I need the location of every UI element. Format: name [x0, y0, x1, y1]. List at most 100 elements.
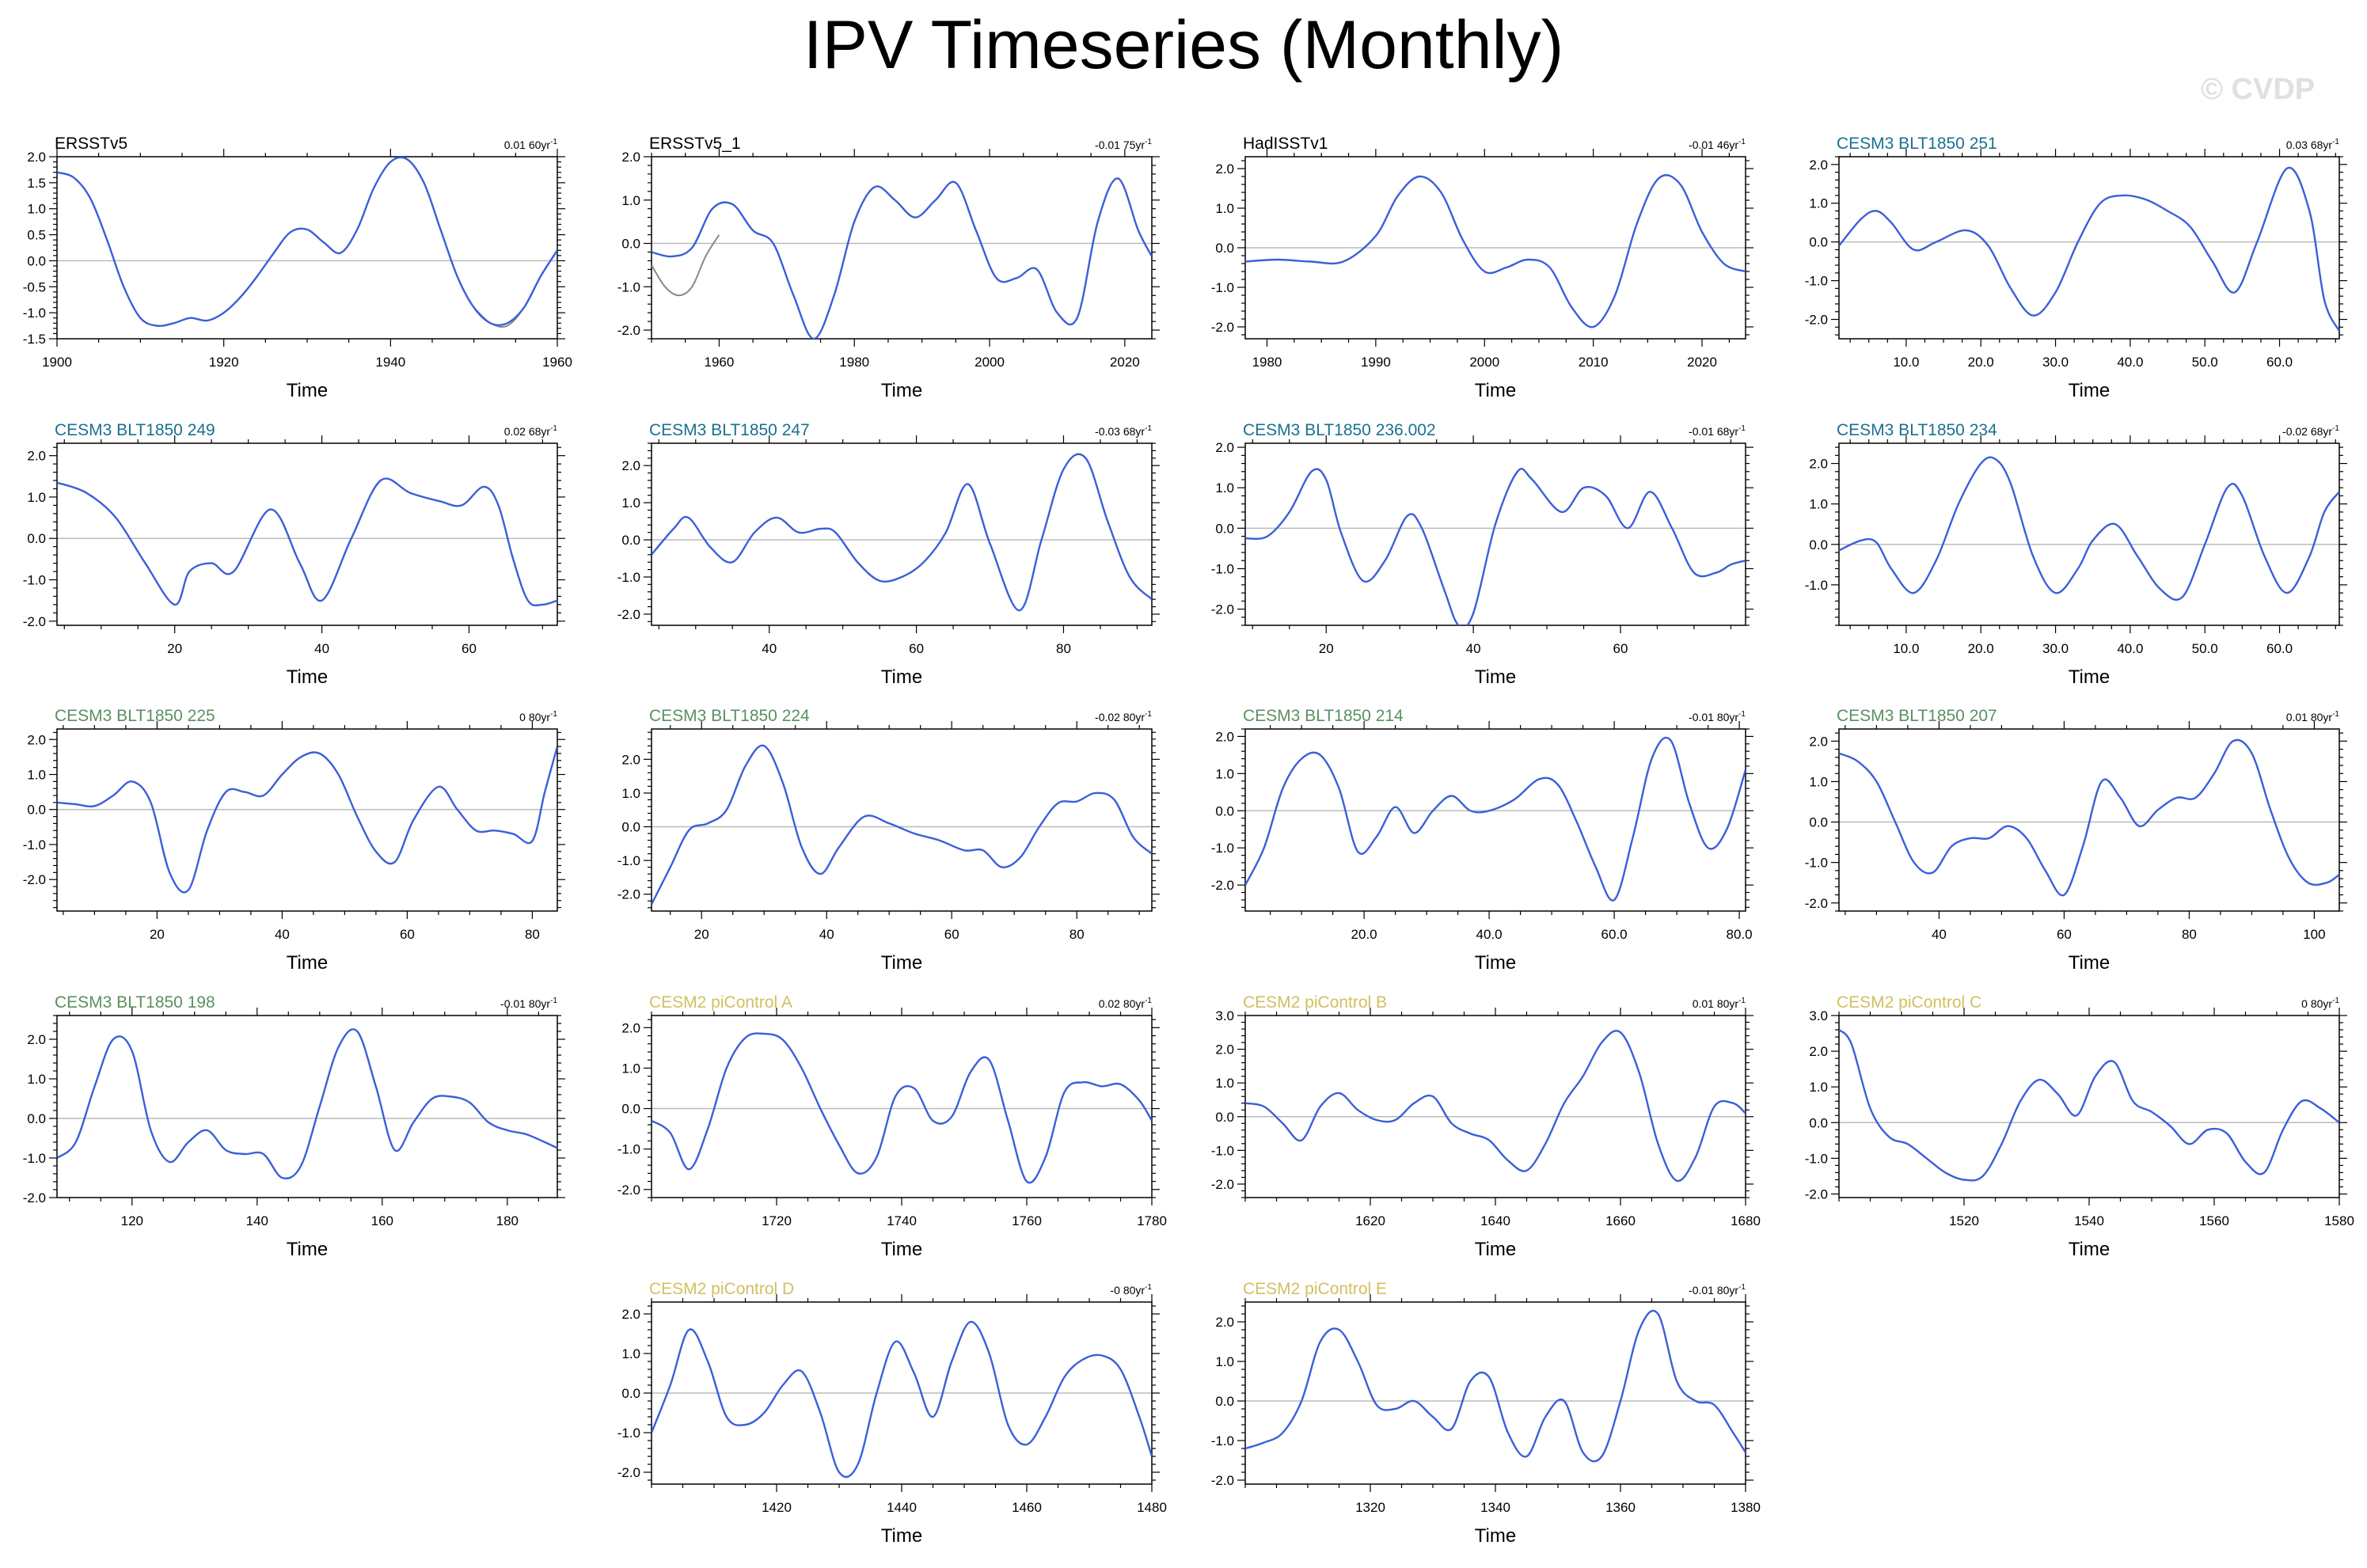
x-axis-label: Time — [2069, 666, 2110, 688]
x-tick-label: 20.0 — [1351, 927, 1377, 942]
panel-title: CESM2 piControl A — [649, 993, 792, 1012]
panel-cesm3-blt1850-249: CESM3 BLT1850 249 0.02 68yr-1-2.0-1.00.01… — [23, 421, 565, 688]
y-tick-label: 2.0 — [27, 1032, 46, 1047]
x-tick-label: 1540 — [2074, 1213, 2104, 1228]
x-tick-label: 30.0 — [2042, 355, 2069, 370]
y-tick-label: 0.0 — [27, 253, 46, 268]
panel-title: CESM2 piControl D — [649, 1280, 794, 1298]
x-tick-label: 1440 — [887, 1500, 917, 1515]
panel-trend: -0.03 68yr-1 — [1095, 424, 1152, 438]
y-tick-label: 2.0 — [1809, 734, 1828, 749]
panel-trend: -0.02 80yr-1 — [1095, 710, 1152, 723]
y-tick-label: 1.0 — [621, 1061, 640, 1076]
x-tick-label: 10.0 — [1893, 641, 1919, 656]
panel-trend: -0.01 68yr-1 — [1689, 424, 1746, 438]
series-line — [652, 178, 1152, 339]
panel-cesm3-blt1850-214: CESM3 BLT1850 214 -0.01 80yr-1 -2.0 -1.0 0.0… — [1211, 707, 1753, 974]
x-tick-label: 1660 — [1605, 1213, 1636, 1228]
y-tick-label: -2.0 — [1805, 1186, 1828, 1202]
y-tick-label: 0.0 — [1809, 815, 1828, 830]
y-tick-label: 2.0 — [27, 449, 46, 464]
panel-trend: 0.03 68yr-1 — [2286, 138, 2340, 151]
x-tick-label: 20 — [694, 927, 709, 942]
x-axis-label: Time — [881, 1525, 922, 1547]
y-tick-label: 1.0 — [27, 768, 46, 783]
x-tick-label: 1480 — [1137, 1500, 1167, 1515]
panel-trend: 0.02 68yr-1 — [504, 424, 558, 438]
x-tick-label: 60 — [400, 927, 415, 942]
y-tick-label: -1.0 — [1805, 274, 1828, 289]
trend-exponent: -1 — [550, 997, 557, 1005]
x-tick-label: 1420 — [762, 1500, 792, 1515]
y-tick-label: 0.0 — [1809, 1115, 1828, 1130]
y-tick-label: 1.0 — [1215, 480, 1234, 495]
y-tick-label: -2.0 — [617, 323, 640, 338]
x-tick-label: 2010 — [1579, 355, 1609, 370]
trend-exponent: -1 — [2332, 138, 2339, 146]
y-tick-label: 0.5 — [27, 228, 46, 243]
y-tick-label: 2.0 — [1215, 729, 1234, 744]
x-tick-label: 20 — [167, 641, 182, 656]
x-axis-label: Time — [1475, 1239, 1516, 1260]
x-tick-label: 1340 — [1480, 1500, 1510, 1515]
x-axis-label: Time — [287, 952, 328, 974]
x-tick-label: 20.0 — [1968, 641, 1994, 656]
x-tick-label: 40.0 — [2117, 355, 2143, 370]
series-line — [1245, 738, 1746, 901]
series-line — [1839, 457, 2339, 600]
x-tick-label: 1960 — [542, 355, 572, 370]
y-tick-label: 1.0 — [621, 495, 640, 511]
x-tick-label: 60 — [1613, 641, 1628, 656]
y-tick-label: 2.0 — [27, 150, 46, 165]
x-tick-label: 60 — [462, 641, 477, 656]
x-axis-label: Time — [287, 1239, 328, 1260]
x-tick-label: 1620 — [1355, 1213, 1385, 1228]
trend-exponent: -1 — [1145, 424, 1152, 433]
y-tick-label: -1.0 — [1805, 578, 1828, 593]
x-axis-label: Time — [881, 1239, 922, 1260]
y-tick-label: -1.0 — [1211, 841, 1234, 856]
x-tick-label: 50.0 — [2192, 641, 2218, 656]
trend-exponent: -1 — [550, 710, 557, 719]
plot-frame — [1245, 729, 1746, 911]
x-tick-label: 40 — [819, 927, 834, 942]
panel-title: CESM3 BLT1850 236.002 — [1243, 421, 1436, 439]
y-tick-label: -1.0 — [1211, 1143, 1234, 1158]
panel-trend: 0.02 80yr-1 — [1099, 997, 1153, 1010]
series-line — [1839, 740, 2339, 895]
y-tick-label: -1.0 — [23, 573, 46, 588]
panel-trend: -0.02 68yr-1 — [2282, 424, 2339, 438]
series-line — [1245, 1031, 1746, 1181]
panel-cesm3-blt1850-251: CESM3 BLT1850 251 0.03 68yr-1 -2.0 -1.0 0.0 1… — [1805, 135, 2347, 401]
x-tick-label: 1320 — [1355, 1500, 1385, 1515]
x-tick-label: 40.0 — [2117, 641, 2143, 656]
y-tick-label: -1.0 — [1211, 280, 1234, 295]
y-tick-label: 1.0 — [1809, 497, 1828, 512]
y-tick-label: 1.0 — [1809, 196, 1828, 211]
x-tick-label: 10.0 — [1893, 355, 1919, 370]
y-tick-label: 1.0 — [621, 1346, 640, 1361]
x-tick-label: 160 — [371, 1213, 393, 1228]
y-tick-label: -1.0 — [617, 1426, 640, 1441]
x-axis-label: Time — [2069, 1239, 2110, 1260]
trend-exponent: -1 — [1145, 138, 1152, 146]
x-tick-label: 1990 — [1361, 355, 1391, 370]
x-tick-label: 80 — [525, 927, 540, 942]
panel-title: CESM2 piControl C — [1837, 993, 1981, 1012]
chart-panels: ERSSTv5 0.01 60yr-1-1.5-1.0-0.50.00.51.01… — [0, 0, 2367, 1568]
y-tick-label: 0.0 — [1215, 521, 1234, 536]
x-tick-label: 40 — [1932, 927, 1947, 942]
panel-trend: 0.01 80yr-1 — [1693, 997, 1746, 1010]
panel-cesm2-picontrol-b: CESM2 piControl B 0.01 80yr-1 -2.0 -1.0 0.0 1… — [1211, 993, 1761, 1260]
x-tick-label: 1960 — [704, 355, 734, 370]
y-tick-label: 0.0 — [27, 531, 46, 546]
series-line — [57, 158, 557, 326]
x-tick-label: 180 — [496, 1213, 519, 1228]
panel-cesm3-blt1850-234: CESM3 BLT1850 234 -0.02 68yr-1-1.00.01.02… — [1805, 421, 2347, 688]
plot-frame — [57, 729, 557, 911]
trend-exponent: -1 — [1738, 138, 1746, 146]
y-tick-label: 2.0 — [621, 458, 640, 473]
y-tick-label: -2.0 — [23, 614, 46, 629]
y-tick-label: -2.0 — [23, 1190, 46, 1205]
y-tick-label: -2.0 — [1211, 1473, 1234, 1488]
